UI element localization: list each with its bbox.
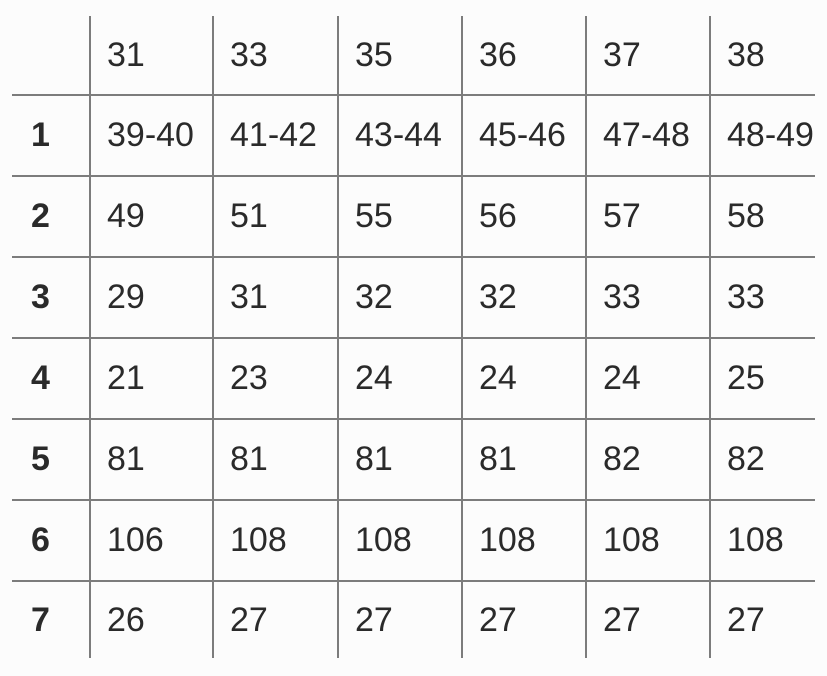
table-row: 6 106 108 108 108 108 108	[12, 499, 815, 582]
table-cell: 27	[585, 580, 711, 658]
column-header: 31	[89, 16, 214, 96]
table-cell: 51	[212, 175, 339, 258]
table-cell: 26	[89, 580, 214, 658]
table-cell: 58	[709, 175, 815, 258]
row-label: 5	[12, 418, 91, 501]
size-chart-table: 31 33 35 36 37 38 1 39-40 41-42 43-44 45-46 4…	[12, 16, 815, 658]
row-label: 3	[12, 256, 91, 339]
table-cell: 32	[461, 256, 587, 339]
column-header: 33	[212, 16, 339, 96]
table-body: 1 39-40 41-42 43-44 45-46 47-48 48-49 2 49 51 55 56…	[12, 94, 815, 658]
table-cell: 81	[461, 418, 587, 501]
table-cell: 24	[585, 337, 711, 420]
table-row: 7 26 27 27 27 27 27	[12, 580, 815, 658]
table-cell: 27	[461, 580, 587, 658]
table-cell: 23	[212, 337, 339, 420]
column-header: 38	[709, 16, 815, 96]
table-row: 2 49 51 55 56 57 58	[12, 175, 815, 258]
table-cell: 108	[709, 499, 815, 582]
corner-cell	[12, 16, 91, 96]
table-cell: 108	[461, 499, 587, 582]
table-cell: 81	[337, 418, 463, 501]
table-cell: 57	[585, 175, 711, 258]
table-cell: 32	[337, 256, 463, 339]
table-cell: 33	[585, 256, 711, 339]
row-label: 2	[12, 175, 91, 258]
row-label: 1	[12, 94, 91, 177]
table-cell: 21	[89, 337, 214, 420]
table-cell: 25	[709, 337, 815, 420]
table-row: 5 81 81 81 81 82 82	[12, 418, 815, 501]
table-cell: 27	[337, 580, 463, 658]
table-cell: 81	[89, 418, 214, 501]
table-cell: 47-48	[585, 94, 711, 177]
table-cell: 24	[337, 337, 463, 420]
table-cell: 45-46	[461, 94, 587, 177]
table-cell: 41-42	[212, 94, 339, 177]
table-cell: 39-40	[89, 94, 214, 177]
row-label: 4	[12, 337, 91, 420]
table-row: 4 21 23 24 24 24 25	[12, 337, 815, 420]
row-label: 7	[12, 580, 91, 658]
table-cell: 82	[585, 418, 711, 501]
table-cell: 29	[89, 256, 214, 339]
table-cell: 43-44	[337, 94, 463, 177]
table-cell: 49	[89, 175, 214, 258]
column-header: 37	[585, 16, 711, 96]
table-cell: 31	[212, 256, 339, 339]
table-cell: 33	[709, 256, 815, 339]
table-cell: 108	[337, 499, 463, 582]
header-row: 31 33 35 36 37 38	[12, 16, 815, 96]
table-cell: 24	[461, 337, 587, 420]
table-cell: 108	[212, 499, 339, 582]
column-header: 35	[337, 16, 463, 96]
table-cell: 81	[212, 418, 339, 501]
table-cell: 55	[337, 175, 463, 258]
table-cell: 27	[709, 580, 815, 658]
table-row: 1 39-40 41-42 43-44 45-46 47-48 48-49	[12, 94, 815, 177]
table-row: 3 29 31 32 32 33 33	[12, 256, 815, 339]
row-label: 6	[12, 499, 91, 582]
column-header: 36	[461, 16, 587, 96]
table-cell: 82	[709, 418, 815, 501]
table-cell: 27	[212, 580, 339, 658]
table-cell: 108	[585, 499, 711, 582]
table-cell: 56	[461, 175, 587, 258]
table-cell: 106	[89, 499, 214, 582]
table-cell: 48-49	[709, 94, 815, 177]
